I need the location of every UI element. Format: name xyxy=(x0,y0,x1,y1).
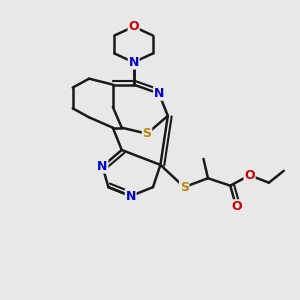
Text: S: S xyxy=(142,127,152,140)
Text: O: O xyxy=(231,200,242,213)
Text: O: O xyxy=(128,20,139,33)
Text: N: N xyxy=(125,190,136,202)
Text: N: N xyxy=(128,56,139,69)
Text: S: S xyxy=(180,181,189,194)
Text: N: N xyxy=(97,160,108,173)
Text: N: N xyxy=(154,87,164,100)
Text: O: O xyxy=(244,169,255,182)
